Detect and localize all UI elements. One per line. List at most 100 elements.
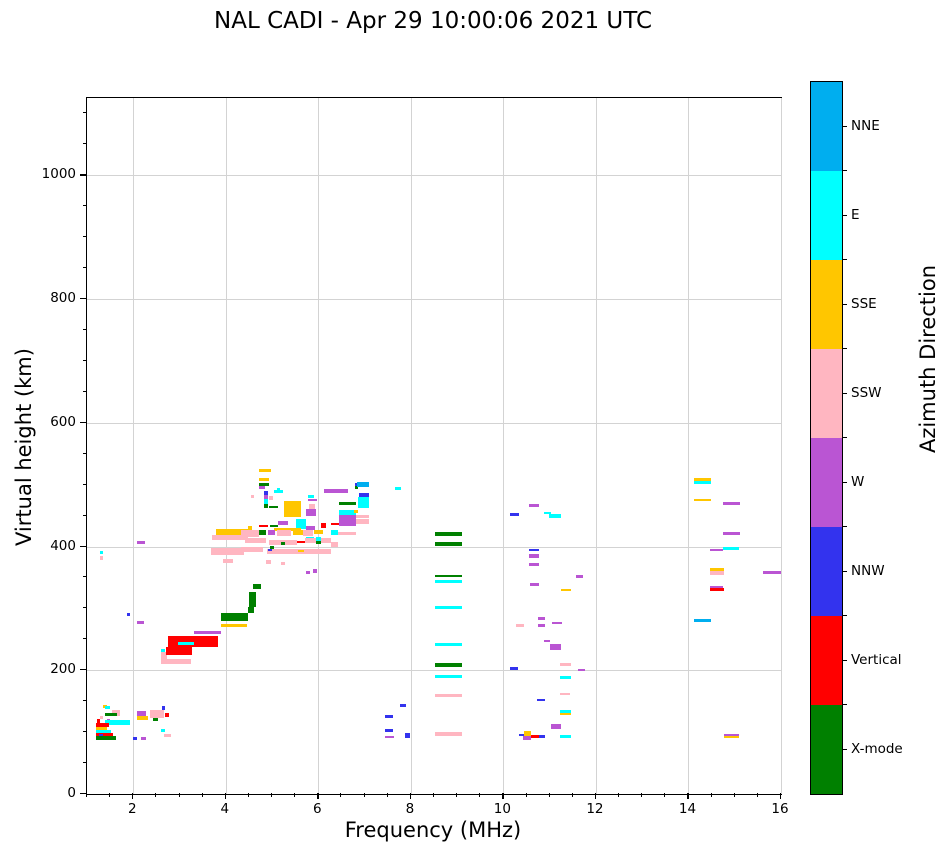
y-major-tick — [80, 545, 86, 547]
colorbar-mid-tick — [842, 481, 847, 483]
chart-title: NAL CADI - Apr 29 10:00:06 2021 UTC — [214, 8, 652, 34]
x-major-tick — [317, 793, 319, 799]
x-axis-label: Frequency (MHz) — [344, 818, 522, 842]
echo-point — [111, 709, 121, 717]
echo-point — [269, 524, 278, 528]
echo-point — [250, 494, 255, 498]
echo-point — [337, 531, 356, 536]
echo-point — [136, 716, 149, 720]
y-major-tick — [80, 298, 86, 300]
echo-point — [210, 548, 245, 555]
y-gridline — [87, 175, 781, 177]
echo-point — [223, 558, 234, 563]
echo-point — [528, 548, 540, 551]
x-minor-tick — [363, 793, 365, 797]
y-major-tick — [80, 793, 86, 795]
colorbar-tick-label: NNW — [851, 562, 885, 579]
y-axis-label: Virtual height (km) — [12, 348, 36, 546]
x-tick-label: 12 — [586, 801, 604, 817]
echo-point — [434, 663, 462, 668]
x-minor-tick — [710, 793, 712, 797]
y-tick-label: 400 — [50, 537, 76, 554]
echo-point — [264, 494, 269, 500]
x-gridline — [503, 98, 505, 794]
colorbar-segment-ssw — [811, 349, 842, 438]
echo-point — [95, 729, 112, 734]
y-tick-label: 200 — [50, 661, 76, 678]
echo-point — [253, 583, 261, 589]
echo-point — [330, 529, 338, 535]
echo-point — [264, 504, 269, 509]
y-gridline — [87, 670, 781, 672]
echo-point — [309, 503, 316, 509]
echo-point — [305, 509, 316, 516]
echo-point — [259, 486, 265, 490]
x-minor-tick — [109, 793, 111, 797]
colorbar-tick-label: X-mode — [851, 740, 903, 757]
echo-point — [95, 732, 114, 737]
echo-point — [434, 732, 462, 736]
echo-point — [167, 635, 218, 647]
echo-point — [559, 709, 571, 713]
x-tick-label: 6 — [313, 801, 322, 817]
echo-point — [434, 580, 462, 584]
echo-point — [297, 549, 305, 553]
echo-point — [551, 724, 562, 730]
x-major-tick — [502, 793, 504, 799]
echo-point — [259, 482, 270, 486]
x-tick-label: 14 — [678, 801, 697, 817]
echo-point — [519, 733, 527, 737]
echo-point — [384, 715, 394, 719]
echo-point — [136, 621, 145, 625]
echo-point — [314, 529, 323, 534]
x-major-tick — [594, 793, 597, 799]
echo-point — [434, 574, 462, 577]
y-minor-tick — [82, 236, 86, 238]
echo-point — [268, 496, 274, 501]
colorbar-label: Azimuth Direction — [916, 264, 940, 454]
echo-point — [359, 493, 370, 498]
echo-point — [95, 722, 109, 727]
echo-point — [95, 726, 107, 730]
echo-point — [515, 623, 524, 627]
echo-point — [709, 586, 723, 589]
y-gridline — [87, 299, 781, 301]
echo-point — [709, 567, 724, 572]
x-major-tick — [224, 793, 226, 799]
echo-point — [304, 538, 331, 544]
colorbar-mid-tick — [842, 125, 847, 127]
y-tick-label: 1000 — [41, 166, 76, 183]
echo-point — [267, 549, 272, 552]
echo-point — [99, 555, 104, 560]
echo-point — [259, 468, 272, 472]
colorbar-segment-x-mode — [811, 705, 842, 794]
x-minor-tick — [756, 793, 758, 797]
y-tick-label: 0 — [67, 785, 76, 801]
echo-point — [297, 540, 305, 544]
echo-point — [548, 514, 561, 519]
echo-point — [277, 529, 292, 536]
echo-point — [724, 735, 739, 739]
echo-point — [163, 733, 172, 737]
echo-point — [339, 514, 357, 527]
x-gridline — [318, 98, 320, 794]
echo-point — [165, 712, 169, 717]
y-minor-tick — [82, 700, 86, 702]
x-gridline — [781, 98, 782, 794]
echo-point — [316, 537, 322, 541]
colorbar-mid-tick — [842, 748, 847, 750]
echo-point — [551, 622, 563, 625]
echo-point — [248, 591, 256, 607]
echo-point — [709, 549, 723, 552]
echo-point — [248, 526, 252, 530]
x-major-tick — [132, 793, 134, 799]
y-minor-tick — [82, 143, 86, 145]
x-minor-tick — [155, 793, 157, 797]
x-minor-tick — [479, 793, 481, 797]
colorbar-segment-sse — [811, 260, 842, 349]
echo-point — [384, 735, 395, 739]
colorbar-boundary-tick — [842, 259, 847, 261]
echo-point — [166, 647, 193, 655]
x-gridline — [133, 98, 135, 794]
